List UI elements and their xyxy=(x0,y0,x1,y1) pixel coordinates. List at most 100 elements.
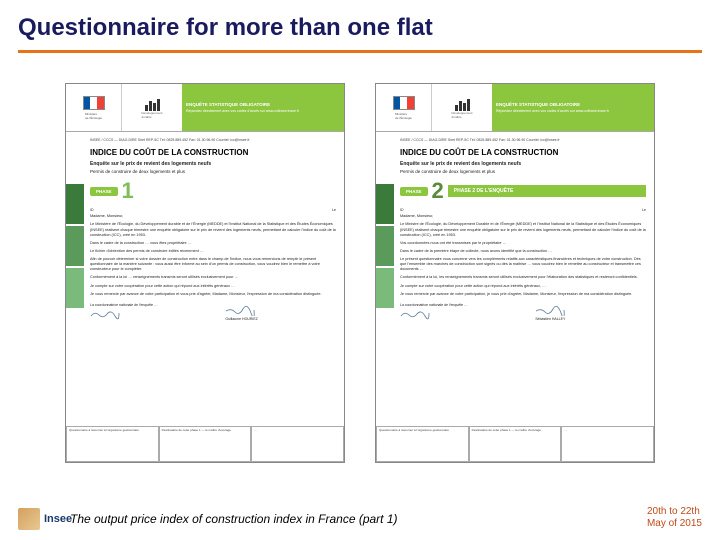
para: Je vous remercie par avance de votre par… xyxy=(400,292,646,297)
phase-row: PHASE 2 PHASE 2 DE L'ENQUÊTE xyxy=(400,180,646,202)
sig-title: La coordonnatrice nationale de l'enquête… xyxy=(90,303,201,307)
letter-body: Madame, Monsieur, Le Ministre de l'Écolo… xyxy=(400,214,646,297)
doc-subsubtitle: Permis de construire de deux logements e… xyxy=(90,169,336,174)
signature-icon xyxy=(90,310,120,320)
republique-logo: Ministèrede l'Écologie xyxy=(66,84,122,131)
footer-cells: Questionnaire à retourner à l'organisme … xyxy=(66,426,344,462)
phase-number-1: 1 xyxy=(122,180,134,202)
phase-pill: PHASE xyxy=(400,187,428,196)
para: Dans le cadre de la première étape de co… xyxy=(400,249,646,254)
side-tab-a xyxy=(376,184,394,224)
doc-subtitle: Enquête sur le prix de revient des logem… xyxy=(90,161,336,167)
signature-icon xyxy=(400,310,430,320)
id-label: ID xyxy=(90,208,94,212)
sig-name: Guillaume HOURIEZ xyxy=(225,317,336,321)
phase-number-2: 2 xyxy=(432,180,444,202)
signature-icon xyxy=(535,306,565,316)
footer-cell: Destinataire de cette phase 1 — le maîtr… xyxy=(159,426,252,462)
para: Vos coordonnées nous ont été transmises … xyxy=(400,241,646,246)
footer-cell: … xyxy=(251,426,344,462)
banner-sub: Répondez directement avec vos codes d'ac… xyxy=(496,109,650,113)
doc-main-title: INDICE DU COÛT DE LA CONSTRUCTION xyxy=(90,149,336,158)
date-label: Le xyxy=(332,208,336,212)
letter-body: Madame, Monsieur, Le Ministère de l'Écol… xyxy=(90,214,336,297)
stat-caption: Développementdurable xyxy=(451,111,472,119)
sig-right: Sébastien HALLEY xyxy=(535,303,646,321)
date-line-2: May of 2015 xyxy=(647,518,702,529)
ministry-text: Ministèrede l'Écologie xyxy=(395,112,412,120)
insee-text: Insee xyxy=(44,513,72,525)
salutation: Madame, Monsieur, xyxy=(90,214,336,219)
doc-subtitle: Enquête sur le prix de revient des logem… xyxy=(400,161,646,167)
form-header: Ministèrede l'Écologie Développementdura… xyxy=(376,84,654,132)
banner-sub: Répondez directement avec vos codes d'ac… xyxy=(186,109,340,113)
french-flag-icon xyxy=(393,96,415,110)
form-body: INSEE / CCCS — DIAG-DIRE Siret REP-5C Té… xyxy=(66,132,344,327)
signature-area: La coordonnatrice nationale de l'enquête… xyxy=(90,303,336,321)
para: Le présent questionnaire vous concerne v… xyxy=(400,257,646,272)
stat-logo: Développementdurable xyxy=(122,84,182,131)
reference-block: INSEE / CCCS — DIAG-DIRE Siret REP-5C Té… xyxy=(90,138,336,143)
bars-icon xyxy=(145,97,160,111)
footer-cells: Questionnaire à retourner à l'organisme … xyxy=(376,426,654,462)
para: Conformément à la loi, les renseignement… xyxy=(400,275,646,280)
sig-right: Guillaume HOURIEZ xyxy=(225,303,336,321)
forms-container: Ministèrede l'Écologie Développementdura… xyxy=(0,53,720,463)
side-tab-c xyxy=(376,268,394,308)
salutation: Madame, Monsieur, xyxy=(400,214,646,219)
para: Conformément à la loi … renseignements t… xyxy=(90,275,336,280)
questionnaire-phase-1: Ministèrede l'Écologie Développementdura… xyxy=(65,83,345,463)
signature-area: La coordonnatrice nationale de l'enquête… xyxy=(400,303,646,321)
side-tab-a xyxy=(66,184,84,224)
footer-date: 20th to 22th May of 2015 xyxy=(647,506,702,530)
footer-cell: Questionnaire à retourner à l'organisme … xyxy=(376,426,469,462)
date-line-1: 20th to 22th xyxy=(647,506,700,517)
para: Je compte sur votre coopération pour cet… xyxy=(400,284,646,289)
phase-row: PHASE 1 xyxy=(90,180,336,202)
phase-pill: PHASE xyxy=(90,187,118,196)
doc-main-title: INDICE DU COÛT DE LA CONSTRUCTION xyxy=(400,149,646,158)
para: Dans le cadre de la construction … vous … xyxy=(90,241,336,246)
slide-title: Questionnaire for more than one flat xyxy=(0,0,720,50)
banner-title: ENQUÊTE STATISTIQUE OBLIGATOIRE xyxy=(496,102,650,107)
para: Je compte sur votre coopération pour cet… xyxy=(90,284,336,289)
side-tabs xyxy=(66,184,84,308)
form-body: INSEE / CCCS — DIAG-DIRE Siret REP-5C Té… xyxy=(376,132,654,327)
signature-icon xyxy=(225,306,255,316)
sig-left: La coordonnatrice nationale de l'enquête… xyxy=(400,303,511,321)
sig-title: La coordonnatrice nationale de l'enquête… xyxy=(400,303,511,307)
footer-cell: Questionnaire à retourner à l'organisme … xyxy=(66,426,159,462)
insee-mark-icon xyxy=(18,508,40,530)
id-line: ID Le xyxy=(400,208,646,212)
form-header: Ministèrede l'Écologie Développementdura… xyxy=(66,84,344,132)
side-tab-b xyxy=(66,226,84,266)
insee-logo: Insee xyxy=(18,508,72,530)
para: Le fichier d'obtention des permis de con… xyxy=(90,249,336,254)
side-tabs xyxy=(376,184,394,308)
obligatory-banner: ENQUÊTE STATISTIQUE OBLIGATOIRE Répondez… xyxy=(492,84,654,131)
side-tab-b xyxy=(376,226,394,266)
side-tab-c xyxy=(66,268,84,308)
reference-block: INSEE / CCCS — DIAG-DIRE Siret REP-5C Té… xyxy=(400,138,646,143)
id-line: ID Le xyxy=(90,208,336,212)
sig-left: La coordonnatrice nationale de l'enquête… xyxy=(90,303,201,321)
banner-title: ENQUÊTE STATISTIQUE OBLIGATOIRE xyxy=(186,102,340,107)
para: Je vous remercie par avance de votre par… xyxy=(90,292,336,297)
footer-caption: The output price index of construction i… xyxy=(70,512,398,526)
obligatory-banner: ENQUÊTE STATISTIQUE OBLIGATOIRE Répondez… xyxy=(182,84,344,131)
date-label: Le xyxy=(642,208,646,212)
footer-cell: Destinataire de cette phase 1 — le maîtr… xyxy=(469,426,562,462)
para: Le Ministère de l'Écologie, du Développe… xyxy=(90,222,336,237)
sig-name: Sébastien HALLEY xyxy=(535,317,646,321)
stat-caption: Développementdurable xyxy=(141,111,162,119)
phase-2-banner: PHASE 2 DE L'ENQUÊTE xyxy=(448,185,646,197)
id-label: ID xyxy=(400,208,404,212)
french-flag-icon xyxy=(83,96,105,110)
doc-subsubtitle: Permis de construire de deux logements e… xyxy=(400,169,646,174)
republique-logo: Ministèrede l'Écologie xyxy=(376,84,432,131)
questionnaire-phase-2: Ministèrede l'Écologie Développementdura… xyxy=(375,83,655,463)
footer-cell: … xyxy=(561,426,654,462)
bars-icon xyxy=(455,97,470,111)
para: Le Ministre de l'Écologie, du Développem… xyxy=(400,222,646,237)
para: Afin de pouvoir déterminer si votre doss… xyxy=(90,257,336,272)
